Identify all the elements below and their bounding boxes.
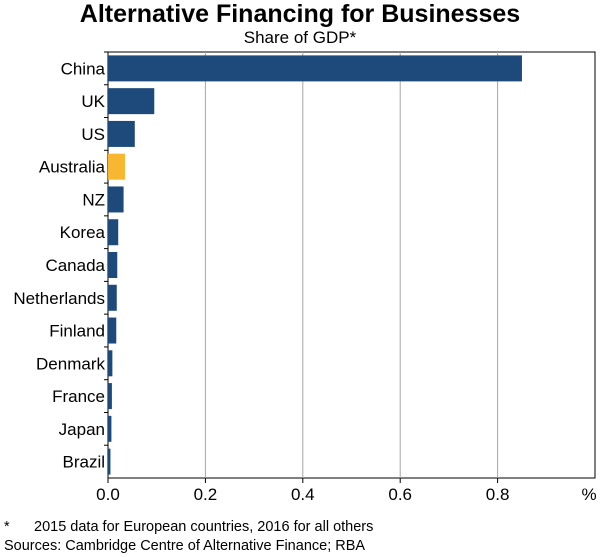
footnote-star: * xyxy=(4,519,10,535)
bar-finland xyxy=(108,317,117,344)
category-label: UK xyxy=(81,92,105,111)
bar-netherlands xyxy=(108,284,117,311)
category-label: France xyxy=(52,387,105,406)
bar-canada xyxy=(108,252,118,278)
footnote-text: 2015 data for European countries, 2016 f… xyxy=(34,519,374,535)
x-tick-label: 0.2 xyxy=(194,485,218,504)
category-label: Korea xyxy=(60,223,106,242)
sources: Sources: Cambridge Centre of Alternative… xyxy=(4,538,366,554)
chart-subtitle: Share of GDP* xyxy=(243,28,357,47)
category-label: Australia xyxy=(39,158,106,177)
bar-uk xyxy=(108,88,155,115)
bar-france xyxy=(108,383,112,410)
x-tick-label: 0.8 xyxy=(486,485,510,504)
bar-china xyxy=(108,55,522,82)
category-label: US xyxy=(81,125,105,144)
bar-japan xyxy=(108,415,112,442)
x-tick-label: 0.6 xyxy=(388,485,412,504)
bar-us xyxy=(108,120,135,147)
category-label: Netherlands xyxy=(13,289,105,308)
x-tick-label: 0.0 xyxy=(96,485,120,504)
plot-frame xyxy=(107,51,596,479)
footnote: * 2015 data for European countries, 2016 … xyxy=(4,518,373,536)
bar-denmark xyxy=(108,350,113,377)
bar-australia xyxy=(108,153,126,180)
category-label: Brazil xyxy=(62,453,105,472)
bar-korea xyxy=(108,219,119,246)
bar-chart: China UK US Australia NZ Korea Canada Netherlan… xyxy=(13,51,597,504)
x-axis-unit: % xyxy=(581,485,596,504)
category-label: Canada xyxy=(45,256,105,275)
category-label: China xyxy=(61,59,106,78)
category-label: Finland xyxy=(49,322,105,341)
bar-nz xyxy=(108,186,124,213)
chart-title: Alternative Financing for Businesses xyxy=(79,0,521,28)
category-label: NZ xyxy=(82,190,105,209)
category-label: Japan xyxy=(59,420,105,439)
bar-brazil xyxy=(108,448,111,475)
category-label: Denmark xyxy=(36,354,105,373)
x-tick-label: 0.4 xyxy=(291,485,315,504)
